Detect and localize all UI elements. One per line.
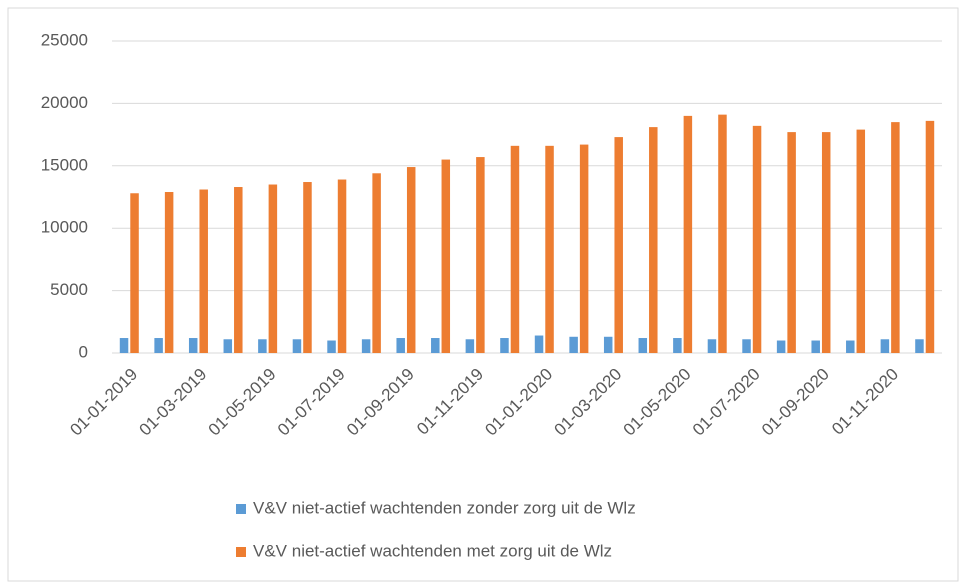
- bar: [776, 340, 786, 353]
- legend-label: V&V niet-actief wachtenden met zorg uit …: [253, 541, 612, 560]
- y-tick-label: 10000: [41, 218, 88, 237]
- legend-label: V&V niet-actief wachtenden zonder zorg u…: [253, 498, 636, 517]
- bar: [579, 144, 589, 353]
- y-tick-label: 0: [79, 342, 88, 361]
- bar: [752, 125, 762, 353]
- bar: [880, 339, 890, 353]
- bar: [856, 129, 866, 353]
- bar: [811, 340, 820, 353]
- bar: [465, 339, 475, 353]
- bar: [164, 192, 174, 353]
- bar: [614, 137, 623, 353]
- y-tick-label: 15000: [41, 155, 88, 174]
- bar: [500, 338, 509, 353]
- bar: [406, 167, 416, 353]
- y-tick-label: 25000: [41, 30, 88, 49]
- bar: [683, 115, 693, 353]
- bar: [372, 173, 381, 353]
- bar: [718, 114, 727, 353]
- bar: [199, 189, 208, 353]
- bar: [188, 338, 198, 353]
- bar: [303, 182, 312, 353]
- bar: [534, 335, 544, 353]
- bar: [476, 157, 485, 353]
- bar: [396, 338, 405, 353]
- bar: [787, 132, 796, 353]
- bar: [846, 340, 855, 353]
- bar: [119, 338, 129, 353]
- bar: [258, 339, 267, 353]
- bar: [821, 132, 831, 353]
- y-tick-label: 5000: [50, 280, 88, 299]
- bar: [569, 336, 578, 353]
- bar: [327, 340, 336, 353]
- bar: [268, 184, 278, 353]
- bar: [130, 193, 139, 353]
- bar: [925, 120, 935, 353]
- bar: [223, 339, 233, 353]
- bar: [891, 122, 900, 354]
- legend-swatch: [236, 504, 246, 514]
- bar: [707, 339, 717, 353]
- bar: [431, 338, 440, 353]
- bar: [337, 179, 347, 353]
- bar: [510, 145, 520, 353]
- bar: [361, 339, 371, 353]
- legend-swatch: [236, 547, 246, 557]
- bar: [638, 338, 648, 353]
- bar: [915, 339, 924, 353]
- bar: [441, 159, 451, 353]
- bar: [545, 145, 554, 353]
- y-tick-label: 20000: [41, 93, 88, 112]
- bar: [234, 187, 243, 353]
- bar: [673, 338, 682, 353]
- bar: [649, 127, 658, 353]
- bar: [603, 336, 613, 353]
- bar: [742, 339, 751, 353]
- bar: [292, 339, 302, 353]
- bar: [154, 338, 163, 353]
